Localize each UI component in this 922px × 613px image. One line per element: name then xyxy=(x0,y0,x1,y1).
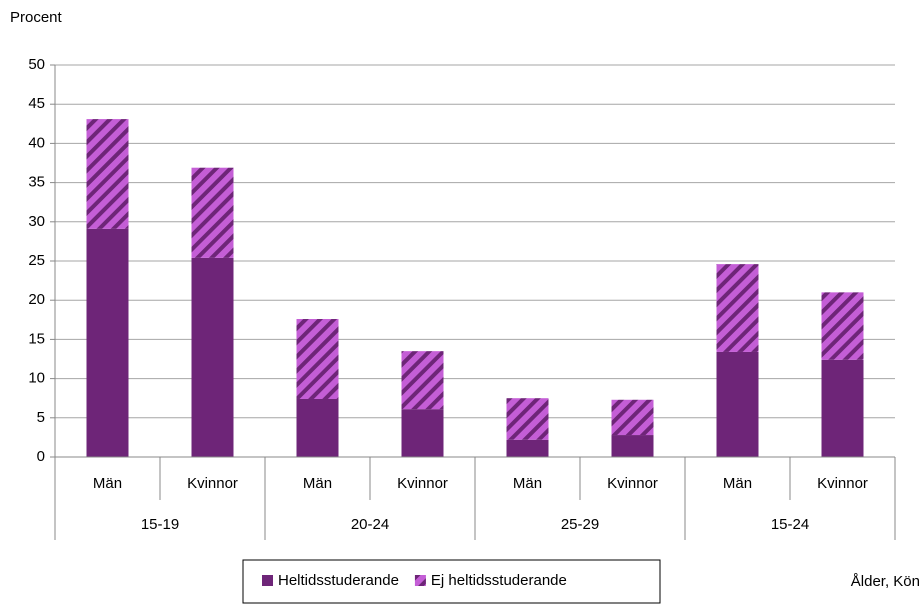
bar-segment xyxy=(716,264,759,352)
y-tick-label: 50 xyxy=(28,56,45,73)
x-tick-label: Män xyxy=(93,475,122,492)
bar-segment xyxy=(296,319,339,399)
legend-label: Ej heltidsstuderande xyxy=(431,572,567,589)
y-tick-label: 0 xyxy=(37,448,45,465)
x-tick-label: Kvinnor xyxy=(187,475,238,492)
y-tick-label: 40 xyxy=(28,134,45,151)
legend-box xyxy=(242,559,661,604)
bar-segment xyxy=(191,257,234,457)
bar-segment xyxy=(611,435,654,457)
bar-segment xyxy=(191,167,234,258)
bar-segment xyxy=(611,399,654,436)
x-tick-label: Kvinnor xyxy=(607,475,658,492)
bar-segment xyxy=(821,359,864,457)
y-tick-label: 5 xyxy=(37,409,45,426)
y-tick-label: 35 xyxy=(28,174,45,191)
bar-segment xyxy=(506,398,549,440)
bar-segment xyxy=(821,292,864,360)
bar-segment xyxy=(296,398,339,457)
group-label: 25-29 xyxy=(561,516,599,533)
x-axis-label: Ålder, Kön xyxy=(851,573,920,590)
legend-swatch xyxy=(262,575,273,586)
group-label: 20-24 xyxy=(351,516,389,533)
bar-segment xyxy=(401,351,444,410)
y-axis-label: Procent xyxy=(10,9,63,26)
y-tick-label: 30 xyxy=(28,213,45,230)
bar-segment xyxy=(506,439,549,457)
x-tick-label: Kvinnor xyxy=(817,475,868,492)
bar-segment xyxy=(716,351,759,457)
bar-segment xyxy=(86,228,129,457)
y-tick-label: 15 xyxy=(28,330,45,347)
y-tick-label: 10 xyxy=(28,370,45,387)
legend-label: Heltidsstuderande xyxy=(278,572,399,589)
group-label: 15-19 xyxy=(141,516,179,533)
y-tick-label: 20 xyxy=(28,291,45,308)
y-tick-label: 25 xyxy=(28,252,45,269)
x-tick-label: Kvinnor xyxy=(397,475,448,492)
y-tick-label: 45 xyxy=(28,95,45,112)
x-tick-label: Män xyxy=(513,475,542,492)
x-tick-label: Män xyxy=(303,475,332,492)
group-label: 15-24 xyxy=(771,516,809,533)
bar-segment xyxy=(401,409,444,457)
x-tick-label: Män xyxy=(723,475,752,492)
legend-swatch xyxy=(414,575,426,586)
bar-segment xyxy=(86,119,129,229)
